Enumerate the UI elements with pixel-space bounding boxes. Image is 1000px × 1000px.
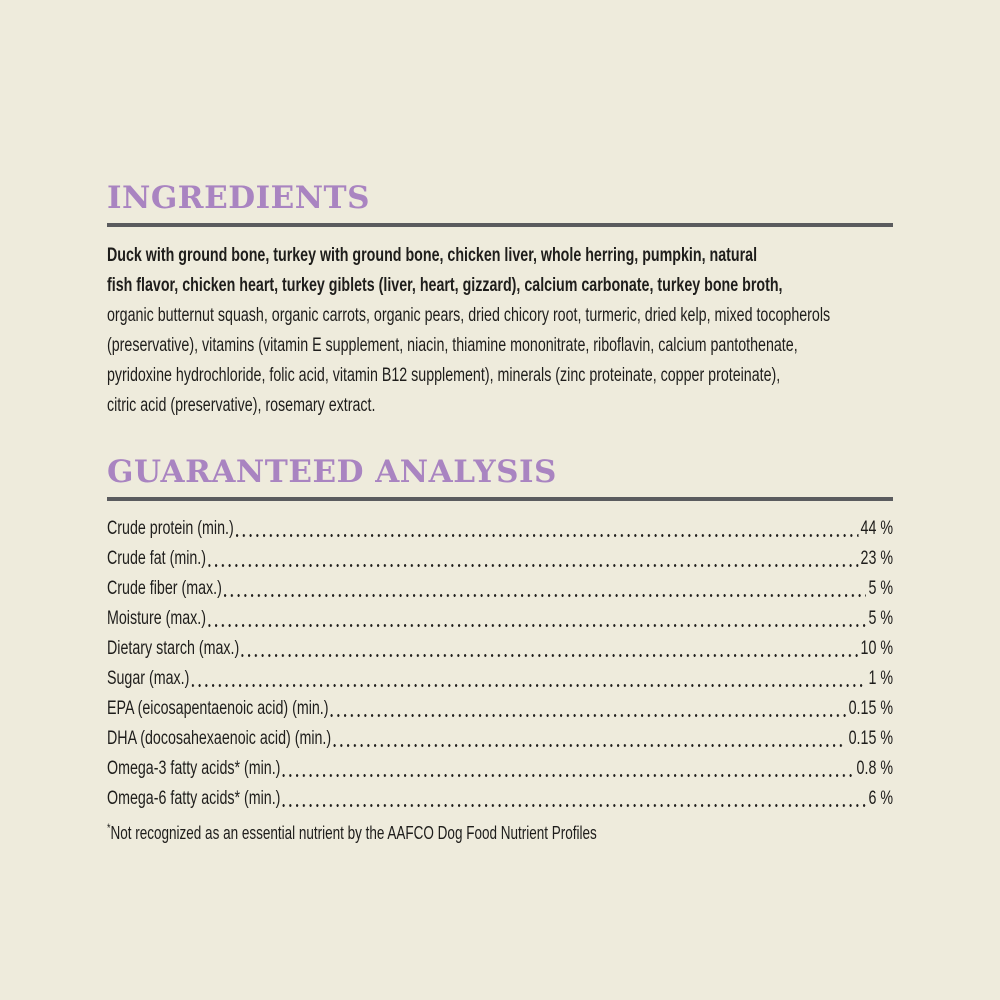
nutrient-label: EPA (eicosapentaenoic acid) (min.) bbox=[107, 698, 329, 719]
ingredients-line: (preservative), vitamins (vitamin E supp… bbox=[107, 335, 798, 356]
nutrient-label: Crude fiber (max.) bbox=[107, 578, 222, 599]
ingredients-text: Duck with ground bone, turkey with groun… bbox=[107, 241, 893, 421]
nutrient-value: 23 % bbox=[860, 548, 893, 569]
analysis-row: Crude protein (min.) 44 % bbox=[107, 514, 893, 544]
nutrient-value: 5 % bbox=[868, 578, 893, 599]
ingredients-divider bbox=[107, 223, 893, 227]
analysis-row: Crude fiber (max.) 5 % bbox=[107, 574, 893, 604]
nutrient-value: 44 % bbox=[860, 518, 893, 539]
analysis-row: Sugar (max.) 1 % bbox=[107, 664, 893, 694]
analysis-row: DHA (docosahexaenoic acid) (min.) 0.15 % bbox=[107, 724, 893, 754]
nutrient-value: 10 % bbox=[860, 638, 893, 659]
nutrient-value: 1 % bbox=[868, 668, 893, 689]
ingredients-section: INGREDIENTS Duck with ground bone, turke… bbox=[107, 183, 893, 421]
dot-leader bbox=[282, 804, 867, 807]
ingredients-line: citric acid (preservative), rosemary ext… bbox=[107, 395, 376, 416]
nutrient-label: Moisture (max.) bbox=[107, 608, 206, 629]
ingredients-line: fish flavor, chicken heart, turkey gible… bbox=[107, 275, 783, 296]
analysis-row: Moisture (max.) 5 % bbox=[107, 604, 893, 634]
nutrient-value: 0.15 % bbox=[848, 698, 893, 719]
nutrient-label: Crude protein (min.) bbox=[107, 518, 234, 539]
analysis-row: Dietary starch (max.) 10 % bbox=[107, 634, 893, 664]
dot-leader bbox=[224, 594, 867, 597]
footnote-marker: * bbox=[107, 821, 111, 835]
nutrient-label: Sugar (max.) bbox=[107, 668, 190, 689]
nutrient-value: 0.15 % bbox=[848, 728, 893, 749]
nutrient-label: Dietary starch (max.) bbox=[107, 638, 240, 659]
nutrient-value: 0.8 % bbox=[856, 758, 893, 779]
dot-leader bbox=[330, 714, 847, 717]
ingredients-line: pyridoxine hydrochloride, folic acid, vi… bbox=[107, 365, 781, 386]
ingredients-heading: INGREDIENTS bbox=[107, 180, 371, 216]
footnote: *Not recognized as an essential nutrient… bbox=[107, 821, 893, 845]
nutrient-label: DHA (docosahexaenoic acid) (min.) bbox=[107, 728, 332, 749]
dot-leader bbox=[333, 744, 847, 747]
dot-leader bbox=[241, 654, 859, 657]
analysis-row: Omega-6 fatty acids* (min.) 6 % bbox=[107, 784, 893, 814]
dot-leader bbox=[208, 624, 867, 627]
nutrient-label: Crude fat (min.) bbox=[107, 548, 206, 569]
analysis-row: EPA (eicosapentaenoic acid) (min.) 0.15 … bbox=[107, 694, 893, 724]
nutrient-value: 5 % bbox=[868, 608, 893, 629]
analysis-table: Crude protein (min.) 44 % Crude fat (min… bbox=[107, 514, 893, 814]
nutrient-value: 6 % bbox=[868, 788, 893, 809]
dot-leader bbox=[282, 774, 855, 777]
dot-leader bbox=[235, 534, 859, 537]
nutrient-label: Omega-6 fatty acids* (min.) bbox=[107, 788, 281, 809]
footnote-text: Not recognized as an essential nutrient … bbox=[110, 823, 597, 843]
analysis-row: Crude fat (min.) 23 % bbox=[107, 544, 893, 574]
ingredients-line: Duck with ground bone, turkey with groun… bbox=[107, 245, 758, 266]
analysis-row: Omega-3 fatty acids* (min.) 0.8 % bbox=[107, 754, 893, 784]
dot-leader bbox=[208, 564, 859, 567]
nutrient-label: Omega-3 fatty acids* (min.) bbox=[107, 758, 281, 779]
dot-leader bbox=[191, 684, 867, 687]
guaranteed-analysis-section: GUARANTEED ANALYSIS Crude protein (min.)… bbox=[107, 457, 893, 845]
guaranteed-analysis-heading: GUARANTEED ANALYSIS bbox=[107, 454, 557, 490]
ingredients-line: organic butternut squash, organic carrot… bbox=[107, 305, 831, 326]
guaranteed-analysis-divider bbox=[107, 497, 893, 501]
